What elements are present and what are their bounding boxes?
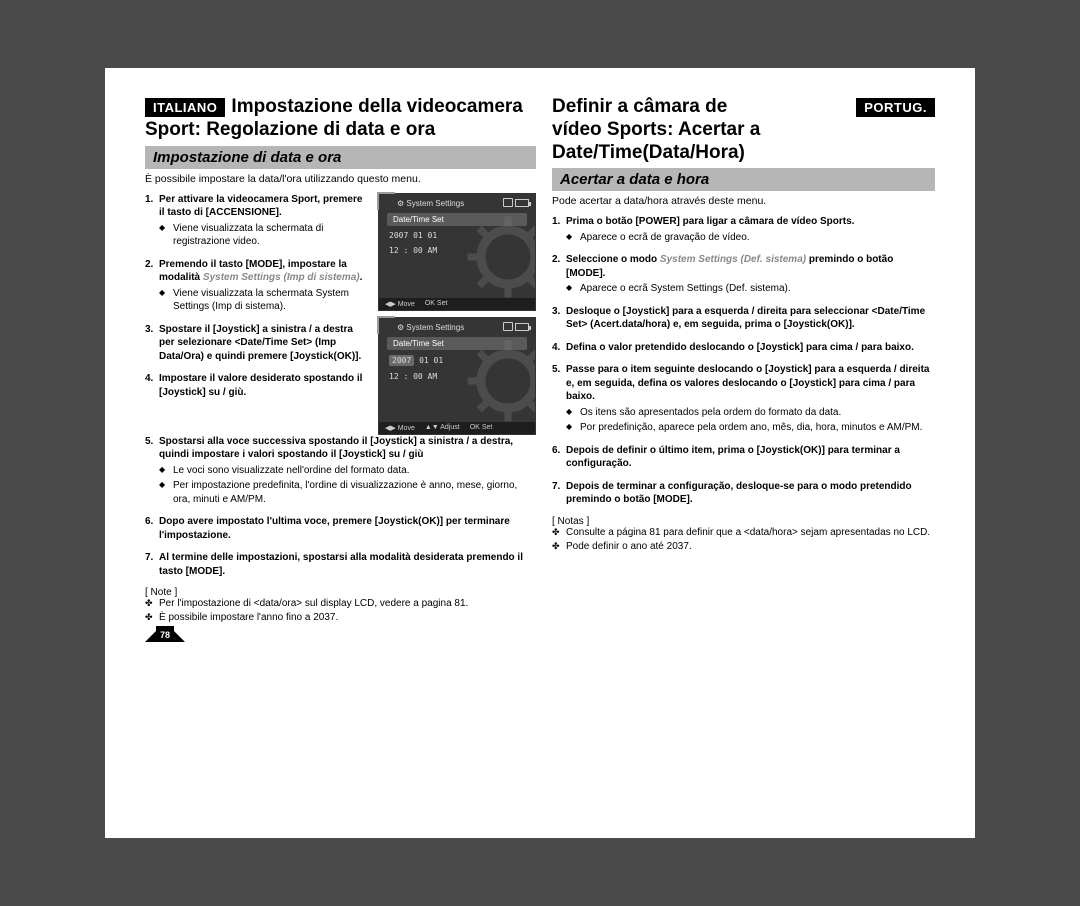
- right-step: 1.Prima o botão [POWER] para ligar a câm…: [552, 215, 935, 244]
- right-note-item: Pode definir o ano até 2037.: [566, 541, 935, 552]
- move-hint: ◀▶ Move: [385, 424, 415, 432]
- left-notes: Per l'impostazione di <data/ora> sul dis…: [145, 598, 536, 623]
- page-number: 78: [156, 626, 174, 642]
- right-note-item: Consulte a página 81 para definir que a …: [566, 527, 935, 538]
- adjust-hint: ▲▼ Adjust: [425, 424, 460, 432]
- page-number-tri: [174, 631, 185, 642]
- left-steps-bottom: 5.Spostarsi alla voce successiva spostan…: [145, 435, 536, 579]
- page-number-tri: [145, 631, 156, 642]
- gear-icon-bg: [463, 336, 535, 426]
- left-title-row: ITALIANO Impostazione della videocamera: [145, 96, 536, 119]
- right-title-line2: vídeo Sports: Acertar a Date/Time(Data/H…: [552, 119, 935, 165]
- right-steps: 1.Prima o botão [POWER] para ligar a câm…: [552, 215, 935, 507]
- left-body-row: 1.Per attivare la videocamera Sport, pre…: [145, 193, 536, 435]
- portuguese-badge: PORTUG.: [856, 98, 935, 117]
- center-screenshots: 3 ⚙ System Settings Date/Time Set 2007 0…: [378, 193, 536, 435]
- gear-icon-bg: [463, 212, 535, 302]
- left-note-item: Per l'impostazione di <data/ora> sul dis…: [159, 598, 536, 609]
- left-intro: È possibile impostare la data/l'ora util…: [145, 173, 536, 185]
- manual-page: ITALIANO Impostazione della videocamera …: [105, 68, 975, 838]
- right-title-row: Definir a câmara de PORTUG.: [552, 96, 935, 119]
- two-column-layout: ITALIANO Impostazione della videocamera …: [145, 96, 935, 642]
- right-title-line1: Definir a câmara de: [552, 96, 727, 119]
- italian-badge: ITALIANO: [145, 98, 225, 117]
- right-step: 2.Seleccione o modo System Settings (Def…: [552, 253, 935, 296]
- gear-icon: ⚙: [397, 323, 404, 332]
- left-step: 5.Spostarsi alla voce successiva spostan…: [145, 435, 536, 507]
- screen-bottom-bar: ◀▶ Move OK Set: [379, 298, 535, 310]
- left-step: 7.Al termine delle impostazioni, spostar…: [145, 551, 536, 578]
- right-note-head: [ Notas ]: [552, 516, 935, 527]
- right-section-bar: Acertar a data e hora: [552, 168, 935, 191]
- screen-bottom-bar: ◀▶ Move ▲▼ Adjust OK Set: [379, 422, 535, 434]
- right-step: 6.Depois de definir o último item, prima…: [552, 444, 935, 471]
- battery-icon: [515, 323, 529, 331]
- battery-icon: [515, 199, 529, 207]
- left-steps-top: 1.Per attivare la videocamera Sport, pre…: [145, 193, 370, 435]
- move-hint: ◀▶ Move: [385, 300, 415, 308]
- screenshot-4-wrap: 4 ⚙ System Settings Date/Time Set 2007 0…: [378, 317, 536, 435]
- right-step: 5.Passe para o item seguinte deslocando …: [552, 363, 935, 435]
- screenshot-3: ⚙ System Settings Date/Time Set 2007 01 …: [379, 194, 535, 310]
- right-step: 3.Desloque o [Joystick] para a esquerda …: [552, 305, 935, 332]
- right-step: 7.Depois de terminar a configuração, des…: [552, 480, 935, 507]
- left-step: 1.Per attivare la videocamera Sport, pre…: [145, 193, 370, 249]
- right-intro: Pode acertar a data/hora através deste m…: [552, 195, 935, 207]
- right-column: Definir a câmara de PORTUG. vídeo Sports…: [552, 96, 935, 642]
- right-step: 4.Defina o valor pretendido deslocando o…: [552, 341, 935, 355]
- left-note-item: È possibile impostare l'anno fino a 2037…: [159, 612, 536, 623]
- left-title-line1: Impostazione della videocamera: [231, 96, 522, 119]
- left-column: ITALIANO Impostazione della videocamera …: [145, 96, 536, 642]
- screenshot-4: ⚙ System Settings Date/Time Set 2007 01 …: [379, 318, 535, 434]
- left-step: 4.Impostare il valore desiderato spostan…: [145, 372, 370, 399]
- left-step: 2.Premendo il tasto [MODE], impostare la…: [145, 258, 370, 314]
- gear-icon: ⚙: [397, 199, 404, 208]
- page-number-wrap: 78: [145, 626, 536, 642]
- card-icon: [503, 198, 513, 207]
- screenshot-3-wrap: 3 ⚙ System Settings Date/Time Set 2007 0…: [378, 193, 536, 311]
- screen-top-bar: ⚙ System Settings: [379, 194, 535, 211]
- set-hint: OK Set: [425, 300, 448, 308]
- left-step: 6.Dopo avere impostato l'ultima voce, pr…: [145, 515, 536, 542]
- card-icon: [503, 322, 513, 331]
- left-title-line2: Sport: Regolazione di data e ora: [145, 119, 536, 142]
- right-notes: Consulte a página 81 para definir que a …: [552, 527, 935, 552]
- left-note-head: [ Note ]: [145, 587, 536, 598]
- screen-top-bar: ⚙ System Settings: [379, 318, 535, 335]
- left-step: 3.Spostare il [Joystick] a sinistra / a …: [145, 323, 370, 364]
- left-section-bar: Impostazione di data e ora: [145, 146, 536, 169]
- set-hint: OK Set: [470, 424, 493, 432]
